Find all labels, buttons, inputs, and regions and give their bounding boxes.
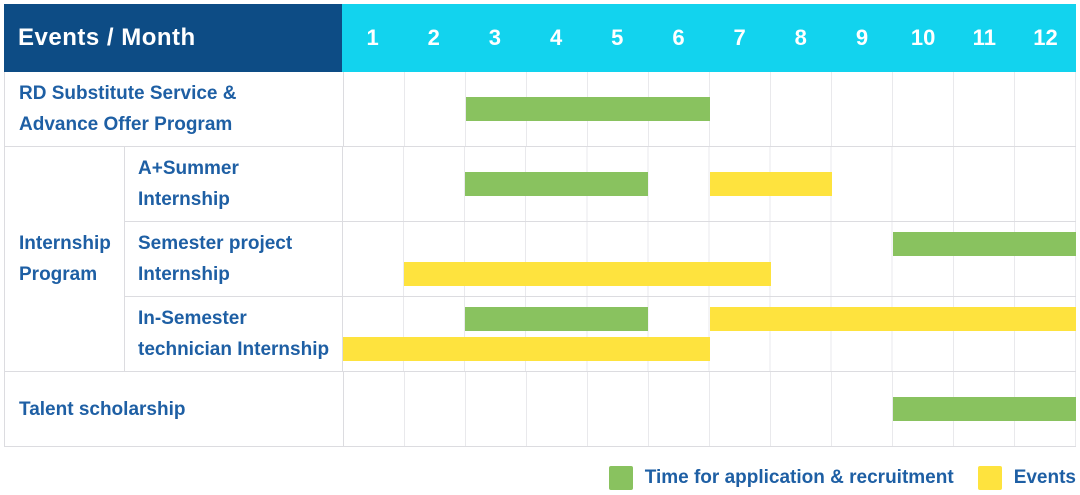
row-label-semester-project-internship-line: Internship <box>138 264 230 285</box>
row-label-rd-substitute-service-line: Advance Offer Program <box>19 114 233 135</box>
row-semester-project-internship: Semester project Internship <box>125 221 1076 296</box>
in-semester-technician-internship-timeline <box>342 297 1076 371</box>
row-label-in-semester-technician-internship-line: In-Semester <box>138 308 247 329</box>
talent-scholarship-timeline <box>343 372 1076 446</box>
row-label-talent-scholarship-line: Talent scholarship <box>19 398 186 420</box>
row-label-semester-project-internship: Semester project Internship <box>125 222 342 296</box>
month-label-2: 2 <box>427 25 440 50</box>
legend-label: Time for application & recruitment <box>644 467 954 488</box>
application-bar <box>465 307 649 331</box>
month-header-row: 1 2 3 4 5 6 7 8 9 10 11 12 <box>342 4 1076 72</box>
row-rd-substitute-service: RD Substitute Service & Advance Offer Pro… <box>5 72 1076 146</box>
group-rows-internship-program: A+Summer Internship Semester project Intern… <box>125 147 1076 371</box>
header-events-month: Events / Month <box>4 4 342 72</box>
group-label-internship-program-line: Internship <box>19 233 111 254</box>
application-bar <box>465 172 649 196</box>
a-plus-summer-internship-bar-line <box>343 172 1076 196</box>
row-a-plus-summer-internship: A+Summer Internship <box>125 147 1076 221</box>
events-swatch <box>977 466 1002 490</box>
month-label-11: 11 <box>972 25 996 50</box>
application-swatch <box>608 466 633 490</box>
events-bar <box>343 337 710 361</box>
in-semester-technician-internship-bar-line <box>343 307 1076 331</box>
events-bar <box>404 262 771 286</box>
row-label-rd-substitute-service-line: RD Substitute Service & <box>19 83 237 104</box>
row-label-a-plus-summer-internship-line: Internship <box>138 189 230 210</box>
semester-project-internship-timeline <box>342 222 1076 296</box>
legend-item: Time for application & recruitment <box>608 466 954 490</box>
row-in-semester-technician-internship: In-Semester technician Internship <box>125 296 1076 371</box>
semester-project-internship-bar-line <box>343 232 1076 256</box>
events-bar <box>709 172 832 196</box>
a-plus-summer-internship-timeline <box>342 147 1076 221</box>
application-bar <box>893 397 1076 421</box>
table-header: Events / Month 1 2 3 4 5 6 7 8 9 10 11 12 <box>4 4 1076 72</box>
in-semester-technician-internship-bar-line <box>343 337 1076 361</box>
month-label-10: 10 <box>910 25 936 50</box>
month-label-4: 4 <box>549 25 563 50</box>
row-label-a-plus-summer-internship-line: A+Summer <box>138 158 239 179</box>
month-label-6: 6 <box>672 25 685 50</box>
row-label-talent-scholarship: Talent scholarship <box>5 372 343 446</box>
group-label-internship-program: Internship Program <box>5 147 125 371</box>
month-label-9: 9 <box>855 25 869 50</box>
row-label-in-semester-technician-internship: In-Semester technician Internship <box>125 297 342 371</box>
row-label-rd-substitute-service: RD Substitute Service & Advance Offer Pro… <box>5 72 343 146</box>
events-bar <box>709 307 1076 331</box>
month-label-3: 3 <box>488 25 502 50</box>
talent-scholarship-bar-line <box>344 397 1076 421</box>
legend: Time for application & recruitment Events <box>4 465 1076 491</box>
month-label-12: 12 <box>1033 25 1058 50</box>
group-internship-program: Internship Program A+Summer Internship Semes… <box>5 146 1076 371</box>
legend-item: Events <box>977 466 1076 490</box>
row-talent-scholarship: Talent scholarship <box>5 371 1076 446</box>
month-label-8: 8 <box>794 25 807 50</box>
row-label-a-plus-summer-internship: A+Summer Internship <box>125 147 342 221</box>
application-bar <box>466 97 710 121</box>
semester-project-internship-bar-line <box>343 262 1076 286</box>
row-label-semester-project-internship-line: Semester project <box>138 233 293 254</box>
month-label-7: 7 <box>733 25 746 50</box>
legend-label: Events <box>1013 467 1076 488</box>
group-label-internship-program-line: Program <box>19 264 98 285</box>
row-label-in-semester-technician-internship-line: technician Internship <box>138 339 330 360</box>
rd-substitute-service-timeline <box>343 72 1076 146</box>
table-body: RD Substitute Service & Advance Offer Pro… <box>4 72 1076 447</box>
application-bar <box>892 232 1076 256</box>
month-label-5: 5 <box>611 25 624 50</box>
rd-substitute-service-bar-line <box>344 97 1076 121</box>
month-label-1: 1 <box>366 25 379 50</box>
